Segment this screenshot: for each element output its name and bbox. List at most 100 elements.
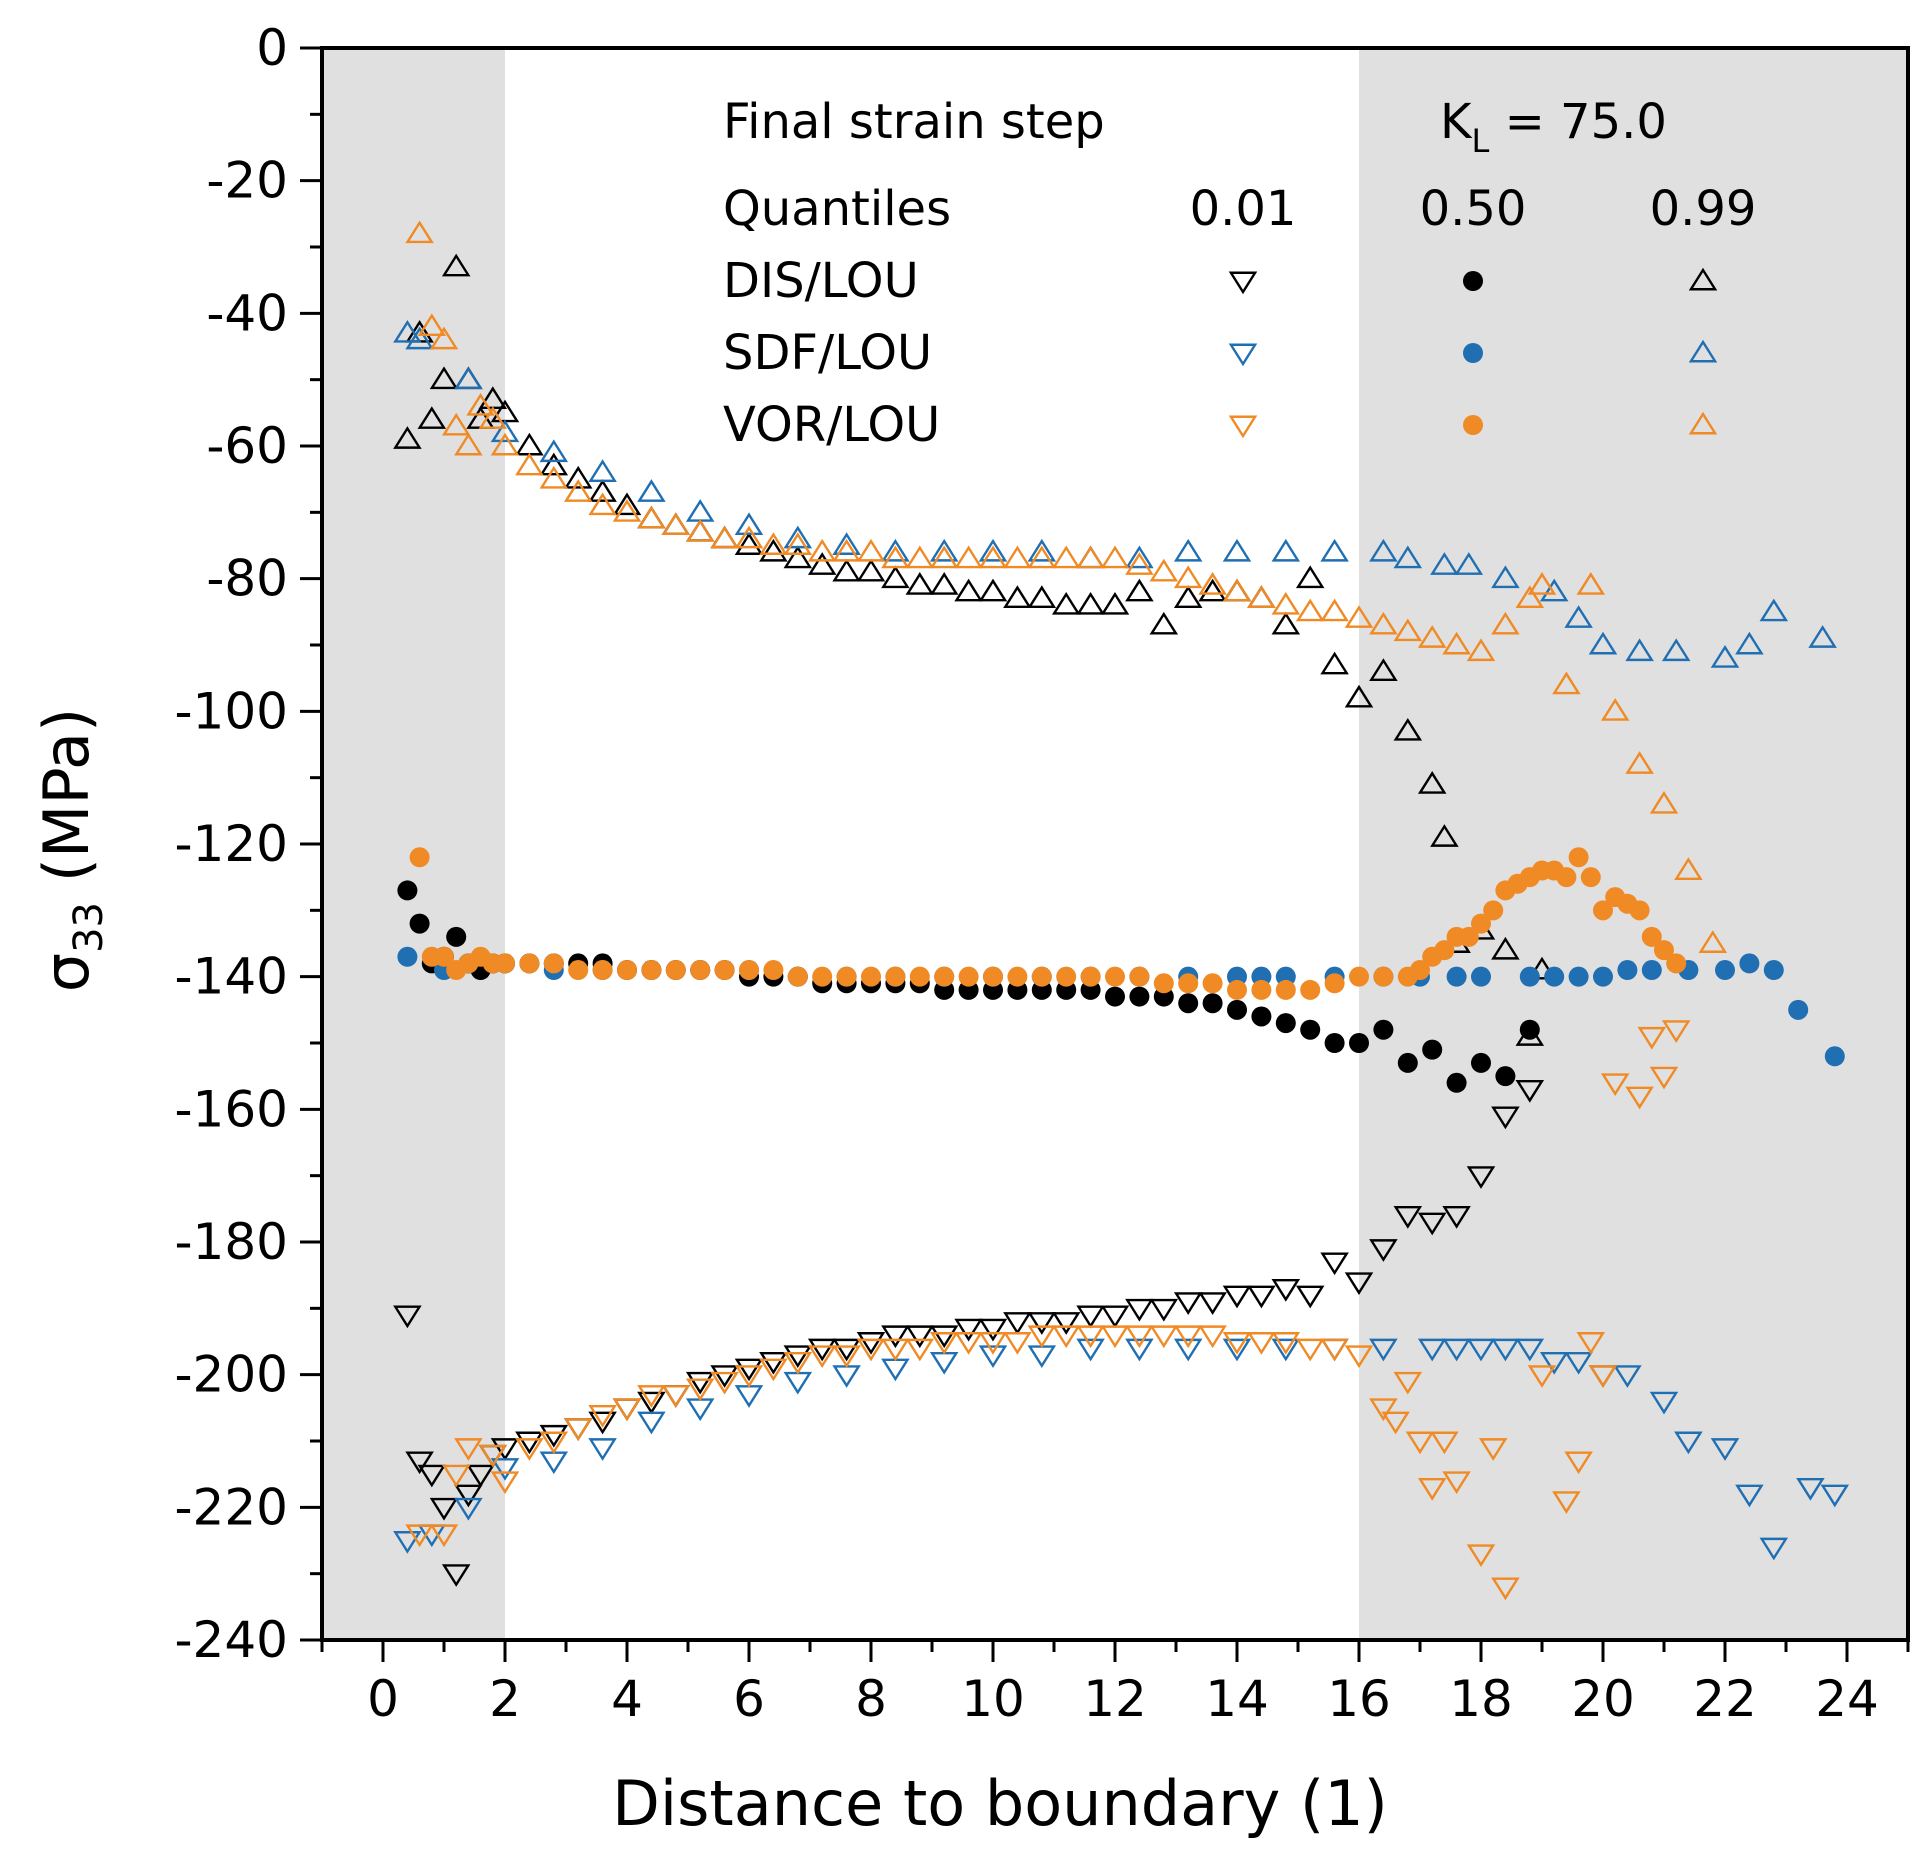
legend-marker	[1228, 415, 1258, 439]
data-point	[1344, 1272, 1374, 1296]
data-point	[1491, 565, 1520, 589]
data-point	[1763, 960, 1784, 981]
legend-row-vor: VOR/LOU	[723, 397, 940, 453]
data-point	[612, 492, 642, 516]
data-point	[393, 426, 422, 449]
data-point	[1222, 578, 1252, 602]
legend-marker	[1688, 339, 1718, 363]
data-point	[1515, 585, 1545, 609]
data-point	[1173, 1292, 1203, 1315]
data-point	[1674, 857, 1703, 880]
legend-row-sdf: SDF/LOU	[723, 325, 932, 381]
data-point	[637, 479, 666, 502]
data-point	[1397, 1052, 1418, 1073]
data-point	[1300, 1019, 1321, 1040]
data-point	[441, 1464, 471, 1488]
data-point	[1466, 638, 1496, 662]
y-tick-label: -220	[175, 1478, 288, 1536]
data-point	[1471, 913, 1491, 934]
data-point	[1641, 926, 1662, 947]
data-point	[1349, 1033, 1369, 1053]
data-point	[515, 432, 544, 456]
x-tick-label: 4	[611, 1670, 643, 1728]
data-point	[1564, 605, 1593, 628]
data-point	[978, 578, 1008, 602]
x-tick-label: 10	[961, 1670, 1025, 1728]
data-point	[1393, 618, 1423, 642]
legend-markers	[1228, 267, 1718, 439]
data-point	[1430, 552, 1459, 575]
data-point	[1519, 1019, 1540, 1040]
data-point	[1369, 611, 1398, 635]
data-point	[466, 1464, 495, 1488]
x-tick-label: 20	[1571, 1670, 1635, 1728]
data-point	[612, 499, 642, 522]
data-point	[881, 1325, 910, 1349]
data-point	[1173, 1325, 1203, 1349]
data-point	[954, 1318, 983, 1342]
data-point	[1824, 1046, 1845, 1067]
data-point	[1649, 790, 1679, 814]
data-point	[1710, 645, 1740, 668]
data-point	[1173, 538, 1203, 562]
x-tick-label: 0	[367, 1670, 399, 1728]
data-point	[1373, 1019, 1394, 1040]
data-point	[856, 558, 886, 582]
data-point	[1149, 558, 1179, 582]
data-point	[1051, 1312, 1081, 1335]
data-point	[954, 545, 983, 569]
data-point	[1393, 545, 1423, 569]
data-point	[588, 1411, 617, 1435]
data-point	[1430, 1431, 1459, 1455]
data-point	[661, 512, 691, 536]
data-point	[1576, 1332, 1606, 1355]
data-point	[1471, 1052, 1491, 1073]
data-point	[1629, 900, 1650, 921]
data-point	[1003, 545, 1032, 569]
data-point	[1759, 598, 1789, 622]
data-point	[393, 1531, 422, 1554]
data-point	[759, 1351, 788, 1375]
data-point	[807, 552, 837, 575]
series-dis-0.01	[393, 1079, 1545, 1587]
data-point	[1275, 979, 1296, 1000]
data-point	[1202, 973, 1223, 994]
data-point	[1442, 1471, 1471, 1495]
data-point	[1125, 1338, 1154, 1362]
data-point	[1442, 631, 1471, 655]
data-point	[929, 1332, 959, 1355]
data-point	[685, 518, 715, 542]
data-point	[832, 538, 861, 562]
data-point	[685, 1398, 715, 1422]
data-point	[1247, 1285, 1276, 1309]
data-point	[1003, 585, 1032, 609]
data-point	[490, 1471, 520, 1495]
data-point	[1588, 1365, 1618, 1388]
data-point	[978, 538, 1008, 562]
data-point	[1173, 565, 1203, 589]
data-point	[1491, 1577, 1520, 1601]
x-tick-label: 16	[1327, 1670, 1391, 1728]
data-point	[661, 512, 691, 536]
data-point	[1417, 625, 1447, 648]
data-point	[429, 1524, 459, 1548]
data-point	[1491, 936, 1520, 960]
data-point	[978, 545, 1008, 569]
data-point	[787, 966, 808, 987]
shaded-region-0	[322, 48, 505, 1640]
data-point	[1661, 1020, 1691, 1043]
data-point	[1593, 900, 1613, 921]
data-point	[1198, 578, 1227, 602]
data-point	[478, 1444, 508, 1468]
data-point	[641, 960, 662, 981]
data-point	[1478, 1438, 1508, 1461]
data-point	[909, 966, 930, 987]
legend-marker	[1463, 415, 1483, 435]
y-tick-label: -20	[206, 152, 288, 210]
data-point	[454, 1497, 483, 1521]
data-point	[1178, 973, 1199, 994]
data-point	[543, 953, 564, 974]
data-point	[1003, 1312, 1032, 1335]
y-tick-label: -100	[175, 682, 288, 740]
